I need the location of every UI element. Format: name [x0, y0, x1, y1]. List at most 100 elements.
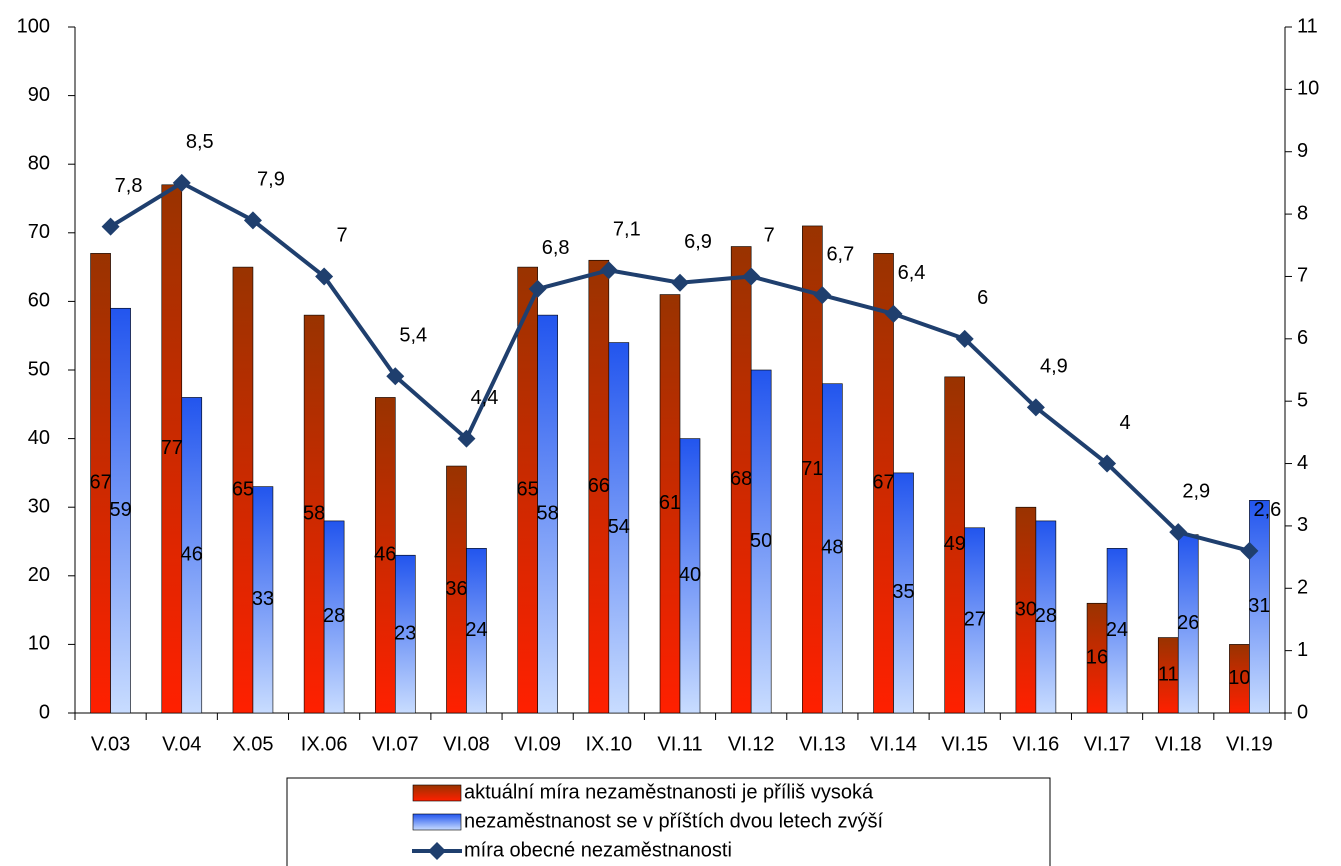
legend-label: nezaměstnanost se v příštích dvou letech…	[464, 810, 884, 832]
line-marker	[528, 279, 547, 298]
legend-label: aktuální míra nezaměstnanosti je příliš …	[464, 781, 874, 803]
line-marker	[813, 286, 832, 305]
x-tick-label: VI.11	[657, 733, 702, 755]
y2-tick-label: 3	[1297, 514, 1308, 536]
bar	[750, 369, 772, 714]
bar-value-label: 61	[659, 492, 681, 514]
y2-tick-label: 8	[1297, 202, 1308, 224]
line-value-label: 7,9	[257, 169, 285, 191]
y-tick-label: 30	[28, 495, 50, 517]
x-tick-label: VI.14	[870, 733, 917, 755]
y2-tick-label: 6	[1297, 327, 1308, 349]
y-tick-label: 40	[28, 427, 50, 449]
line-value-label: 6,8	[542, 237, 570, 259]
y-tick-label: 0	[39, 701, 50, 723]
line-marker	[671, 273, 689, 292]
line-value-label: 6,9	[684, 231, 712, 253]
bar-value-label: 59	[109, 499, 131, 521]
line-marker	[884, 304, 903, 323]
bar-value-label: 35	[892, 581, 914, 603]
bar-value-label: 65	[517, 478, 539, 500]
line-marker	[955, 329, 974, 348]
line-marker	[315, 267, 334, 286]
y2-tick-label: 11	[1297, 15, 1318, 37]
y2-tick-label: 2	[1297, 577, 1308, 599]
bar-value-label: 68	[730, 468, 752, 490]
y2-tick-label: 0	[1297, 701, 1308, 723]
y-tick-label: 90	[28, 84, 50, 106]
bar	[679, 438, 701, 714]
x-tick-label: V.03	[91, 733, 130, 755]
bar-value-label: 67	[89, 471, 111, 493]
y2-tick-label: 4	[1297, 452, 1308, 474]
bar	[323, 520, 345, 714]
bar-value-label: 46	[181, 544, 203, 566]
x-tick-label: VI.15	[941, 733, 988, 755]
bar	[252, 486, 274, 714]
x-tick-label: VI.07	[372, 733, 419, 755]
bar	[394, 554, 416, 714]
y-tick-label: 60	[28, 290, 50, 312]
x-tick-label: V.04	[162, 733, 201, 755]
bar	[893, 472, 914, 714]
x-tick-label: VI.12	[728, 733, 775, 755]
line-value-label: 6,7	[826, 243, 854, 265]
line-value-label: 7,1	[613, 218, 641, 240]
line-marker	[742, 267, 761, 286]
line-value-label: 2,6	[1254, 499, 1282, 521]
line-marker	[172, 173, 191, 192]
line-marker	[1169, 523, 1188, 542]
y-tick-label: 70	[28, 221, 50, 243]
y2-tick-label: 1	[1297, 639, 1308, 661]
line-value-label: 8,5	[186, 131, 214, 153]
bar-value-label: 66	[588, 475, 610, 497]
x-tick-label: VI.18	[1155, 733, 1202, 755]
bar	[1106, 548, 1128, 714]
bar	[537, 314, 558, 714]
bar-value-label: 36	[445, 578, 467, 600]
line-value-label: 4,9	[1040, 356, 1068, 378]
bar	[964, 527, 986, 714]
bar-value-label: 67	[872, 471, 894, 493]
bar-value-label: 27	[964, 609, 986, 631]
bar-value-label: 71	[801, 458, 823, 480]
line-value-label: 7	[337, 225, 348, 247]
bar-value-label: 23	[394, 622, 416, 644]
bar-value-label: 33	[252, 588, 274, 610]
bar	[303, 314, 325, 714]
bar-value-label: 26	[1177, 612, 1199, 634]
x-tick-label: VI.17	[1084, 733, 1131, 755]
y-tick-label: 20	[28, 564, 50, 586]
x-tick-label: VI.09	[514, 733, 561, 755]
line-value-label: 4,4	[471, 387, 499, 409]
bar-value-label: 65	[232, 478, 254, 500]
line-value-label: 7	[764, 225, 775, 247]
y2-tick-label: 7	[1297, 265, 1308, 287]
y-tick-label: 80	[28, 152, 50, 174]
bar-value-label: 58	[537, 502, 559, 524]
x-tick-label: VI.16	[1013, 733, 1060, 755]
bar	[1035, 520, 1057, 714]
line-value-label: 6	[977, 287, 988, 309]
line-value-label: 4	[1119, 412, 1130, 434]
bar-value-label: 24	[465, 619, 487, 641]
bar-value-label: 49	[944, 533, 966, 555]
x-tick-label: IX.10	[585, 733, 632, 755]
bar-value-label: 46	[374, 544, 396, 566]
line-marker	[386, 367, 405, 386]
bar-value-label: 24	[1106, 619, 1128, 641]
bar-value-label: 30	[1015, 598, 1037, 620]
x-tick-label: VI.13	[799, 733, 846, 755]
legend-swatch	[412, 813, 462, 831]
line-marker	[1026, 398, 1045, 417]
y-tick-label: 10	[28, 633, 50, 655]
y2-tick-label: 5	[1297, 389, 1308, 411]
bar-value-label: 40	[679, 564, 701, 586]
legend-marker	[428, 842, 446, 860]
bar	[822, 383, 843, 714]
line-marker	[243, 211, 262, 230]
bar-value-label: 77	[161, 437, 183, 459]
bar-value-label: 10	[1228, 667, 1250, 689]
bar-value-label: 28	[1035, 605, 1057, 627]
